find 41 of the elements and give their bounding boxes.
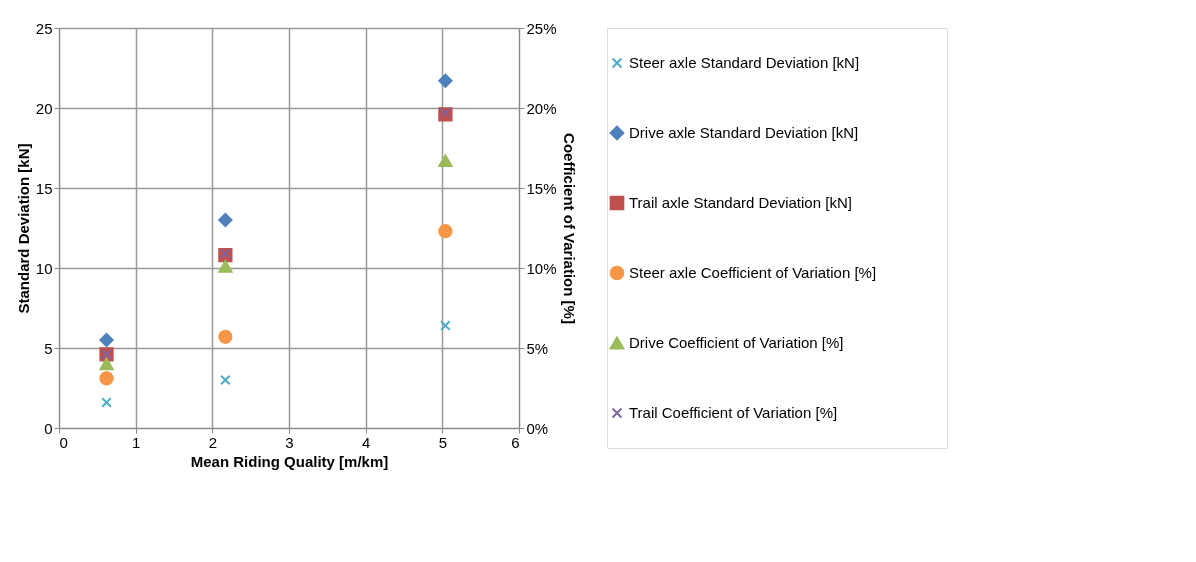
y-axis-title: Standard Deviation [kN] xyxy=(14,143,32,314)
legend-label: Trail axle Standard Deviation [kN] xyxy=(629,194,852,211)
point xyxy=(438,73,453,88)
y2-tick-label: 20% xyxy=(526,99,557,117)
legend-label: Steer axle Coefficient of Variation [%] xyxy=(629,264,877,281)
y-tick-label: 15 xyxy=(35,179,53,197)
y-tick-label: 20 xyxy=(35,99,53,117)
point xyxy=(218,212,233,228)
point xyxy=(440,320,451,331)
legend-label: Steer axle Standard Deviation [kN] xyxy=(629,54,860,71)
x-tick-label: 3 xyxy=(285,433,294,451)
y2-axis-title: Coefficient of Variation [%] xyxy=(560,133,578,324)
point xyxy=(220,374,231,386)
x-tick-label: 2 xyxy=(208,433,218,451)
y2-tick-label: 25% xyxy=(526,19,557,37)
x-tick-label: 4 xyxy=(361,433,371,451)
legend-label: Drive Coefficient of Variation [%] xyxy=(629,334,844,351)
legend-label: Trail Coefficient of Variation [%] xyxy=(629,404,838,421)
x-tick-label: 6 xyxy=(511,433,520,451)
point xyxy=(218,260,233,273)
x-axis-title: Mean Riding Quality [m/km] xyxy=(190,452,389,470)
x-tick-label: 5 xyxy=(438,433,448,451)
y2-tick-label: 15% xyxy=(526,179,557,197)
y-tick-label: 5 xyxy=(44,339,53,357)
y2-tick-label: 10% xyxy=(526,259,557,277)
y2-tick-label: 5% xyxy=(526,339,549,357)
point xyxy=(101,397,112,408)
y-tick-label: 10 xyxy=(35,259,53,277)
point xyxy=(220,248,231,259)
point xyxy=(218,329,233,344)
legend-label: Drive axle Standard Deviation [kN] xyxy=(629,124,859,141)
point xyxy=(99,357,114,371)
x-tick-label: 1 xyxy=(131,433,141,451)
y2-tick-label: 0% xyxy=(526,419,549,437)
x-tick-label: 0 xyxy=(59,433,68,451)
point xyxy=(438,154,453,168)
point xyxy=(438,224,453,239)
y-tick-label: 0 xyxy=(44,419,53,437)
point xyxy=(99,371,114,386)
point xyxy=(99,332,114,348)
y-tick-label: 25 xyxy=(35,19,53,37)
